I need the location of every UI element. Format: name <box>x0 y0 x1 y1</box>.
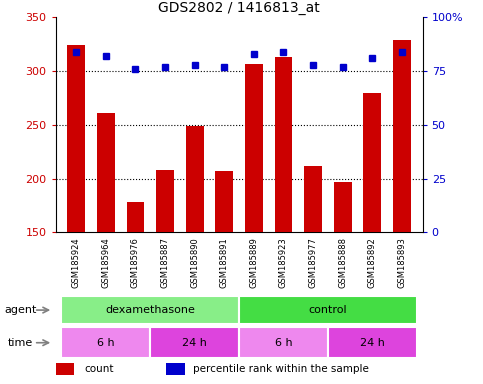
Bar <box>61 296 239 324</box>
Bar <box>363 93 381 232</box>
Bar <box>61 327 150 358</box>
Bar <box>304 166 322 232</box>
Text: 6 h: 6 h <box>97 338 114 348</box>
Bar <box>239 296 417 324</box>
Text: GSM185892: GSM185892 <box>368 237 377 288</box>
Bar <box>56 363 74 375</box>
Bar <box>167 363 185 375</box>
Text: GSM185976: GSM185976 <box>131 237 140 288</box>
Text: GSM185889: GSM185889 <box>249 237 258 288</box>
Bar <box>393 40 411 232</box>
Text: count: count <box>85 364 114 374</box>
Text: agent: agent <box>5 305 37 315</box>
Text: GSM185890: GSM185890 <box>190 237 199 288</box>
Bar <box>245 63 263 232</box>
Text: time: time <box>7 338 32 348</box>
Bar <box>68 45 85 232</box>
Text: GSM185923: GSM185923 <box>279 237 288 288</box>
Bar <box>186 126 203 232</box>
Title: GDS2802 / 1416813_at: GDS2802 / 1416813_at <box>158 1 320 15</box>
Text: GSM185893: GSM185893 <box>398 237 406 288</box>
Text: GSM185924: GSM185924 <box>72 237 81 288</box>
Bar <box>150 327 239 358</box>
Bar <box>275 57 292 232</box>
Bar <box>334 182 352 232</box>
Bar <box>239 327 328 358</box>
Text: 6 h: 6 h <box>275 338 292 348</box>
Text: GSM185888: GSM185888 <box>338 237 347 288</box>
Bar <box>328 327 417 358</box>
Bar <box>215 171 233 232</box>
Text: dexamethasone: dexamethasone <box>105 305 195 315</box>
Text: percentile rank within the sample: percentile rank within the sample <box>193 364 369 374</box>
Text: 24 h: 24 h <box>360 338 385 348</box>
Text: control: control <box>309 305 347 315</box>
Text: 24 h: 24 h <box>182 338 207 348</box>
Bar <box>97 113 115 232</box>
Bar <box>156 170 174 232</box>
Text: GSM185977: GSM185977 <box>309 237 318 288</box>
Text: GSM185887: GSM185887 <box>160 237 170 288</box>
Text: GSM185891: GSM185891 <box>220 237 229 288</box>
Bar <box>127 202 144 232</box>
Text: GSM185964: GSM185964 <box>101 237 111 288</box>
